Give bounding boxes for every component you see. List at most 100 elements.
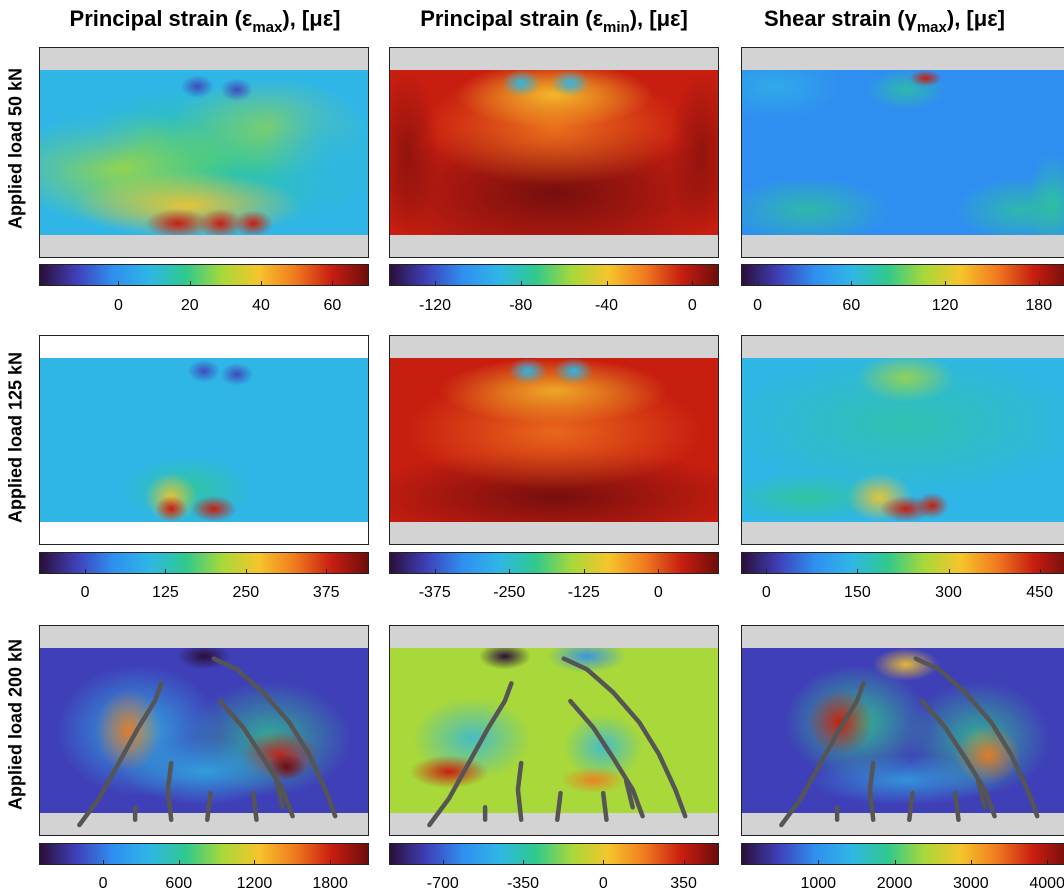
- colorbar-tick-label: -350: [507, 875, 540, 892]
- strain-contour: [263, 86, 368, 219]
- strain-contour: [409, 755, 489, 789]
- strain-contour: [742, 349, 1064, 498]
- crack-line: [165, 760, 174, 822]
- crack-line: [623, 778, 635, 810]
- colorbar-tick-mark: [85, 569, 87, 574]
- colorbar-tick-mark: [766, 569, 768, 574]
- colorbar-tick-label: 0: [598, 875, 608, 892]
- column-title-unit: ), [με]: [629, 6, 688, 31]
- strain-contour: [560, 766, 627, 794]
- column-title-unit: ), [με]: [282, 6, 341, 31]
- top-support-band: [40, 48, 368, 70]
- colorbar-tick-label: -120: [419, 297, 452, 314]
- strain-contour: [390, 70, 440, 235]
- colorbar-tick-mark: [692, 281, 694, 286]
- colorbar-tick-mark: [332, 281, 334, 286]
- colorbar-tick-label: 1000: [800, 875, 837, 892]
- colorbar-tick-label: 60: [323, 297, 342, 314]
- colorbar-tick-mark: [435, 281, 437, 286]
- column-title-text: Shear strain (γ: [764, 6, 917, 31]
- colorbar-tick-label: -40: [594, 297, 619, 314]
- colorbar-tick-label: 4000: [1029, 875, 1064, 892]
- heatmap-svg: [390, 48, 718, 257]
- colorbar-tick-label: -80: [509, 297, 533, 314]
- heatmap-svg: [40, 336, 368, 544]
- crack-line: [568, 698, 645, 819]
- colorbar-tick-label: 3000: [953, 875, 989, 892]
- heatmap-panel: [389, 625, 719, 836]
- strain-contour: [873, 648, 939, 681]
- colorbar-tick-label: 60: [842, 297, 861, 314]
- colorbar-tick-mark: [178, 860, 180, 865]
- colorbar-tick-mark: [948, 569, 950, 574]
- colorbar: [39, 552, 369, 574]
- colorbar-tick-label: 0: [761, 584, 771, 601]
- crack-line: [779, 681, 866, 828]
- heatmap-svg: [40, 48, 368, 257]
- strain-contour: [439, 358, 669, 424]
- top-support-band: [40, 336, 368, 358]
- strain-contour: [501, 70, 541, 97]
- colorbar-tick-label: 120: [931, 297, 959, 314]
- crack-line: [515, 760, 524, 822]
- colorbar-tick-mark: [658, 569, 660, 574]
- colorbar-tick-mark: [523, 860, 525, 865]
- strain-contour: [742, 53, 841, 120]
- strain-contour: [742, 177, 890, 244]
- bottom-support-band: [390, 813, 718, 835]
- strain-contour: [807, 689, 874, 756]
- strain-contour: [554, 358, 594, 385]
- column-title-subscript: min: [603, 19, 630, 36]
- heatmap-svg: [742, 48, 1064, 257]
- colorbar-tick-label: 40: [252, 297, 270, 314]
- colorbar-tick-label: -250: [493, 584, 526, 601]
- colorbar-tick-mark: [970, 860, 972, 865]
- bottom-support-band: [742, 813, 1064, 835]
- strain-contour: [478, 643, 532, 670]
- top-support-band: [40, 626, 368, 648]
- colorbar-tick-mark: [857, 569, 859, 574]
- top-support-band: [742, 336, 1064, 358]
- crack-line: [273, 778, 285, 810]
- colorbar: [741, 843, 1064, 865]
- colorbar-tick-mark: [894, 860, 896, 865]
- crack-line: [907, 790, 915, 822]
- column-title-gamma-max: Shear strain (γmax), [με]: [742, 6, 1064, 36]
- colorbar: [39, 264, 369, 286]
- bottom-support-band: [40, 522, 368, 544]
- colorbar-tick-label: 250: [232, 584, 260, 601]
- row-title-200kn: Applied load 200 kN: [5, 638, 26, 811]
- colorbar-tick-mark: [165, 569, 167, 574]
- heatmap-panel: [39, 335, 369, 545]
- bottom-support-band: [40, 813, 368, 835]
- colorbar-tick-label: 180: [1025, 297, 1053, 314]
- colorbar-tick-label: 600: [165, 875, 193, 892]
- strain-contour: [915, 492, 949, 519]
- colorbar-tick-label: 150: [844, 584, 871, 601]
- crack-line: [600, 790, 609, 822]
- colorbar-tick-mark: [189, 281, 191, 286]
- column-title-subscript: max: [252, 19, 283, 36]
- colorbar-tick-mark: [583, 569, 585, 574]
- heatmap-panel: [389, 335, 719, 545]
- colorbar: [389, 552, 719, 574]
- crack-line: [211, 656, 338, 819]
- colorbar-tick-mark: [757, 281, 759, 286]
- column-title-text: Principal strain (ε: [420, 6, 604, 31]
- colorbar-tick-mark: [851, 281, 853, 286]
- strain-contour: [181, 74, 214, 99]
- strain-contour: [856, 353, 956, 403]
- heatmap-svg: [742, 336, 1064, 544]
- strain-contour: [40, 70, 155, 169]
- crack-line: [920, 698, 997, 819]
- bottom-support-band: [742, 235, 1064, 257]
- bottom-support-band: [742, 522, 1064, 544]
- strain-contour: [455, 61, 653, 128]
- heatmap-svg: [390, 336, 718, 544]
- colorbar-tick-label: 300: [935, 584, 962, 601]
- colorbar-tick-label: 125: [152, 584, 179, 601]
- colorbar: [389, 264, 719, 286]
- colorbar-tick-mark: [254, 860, 256, 865]
- column-title-text: Principal strain (ε: [69, 6, 253, 31]
- strain-contour: [220, 362, 254, 386]
